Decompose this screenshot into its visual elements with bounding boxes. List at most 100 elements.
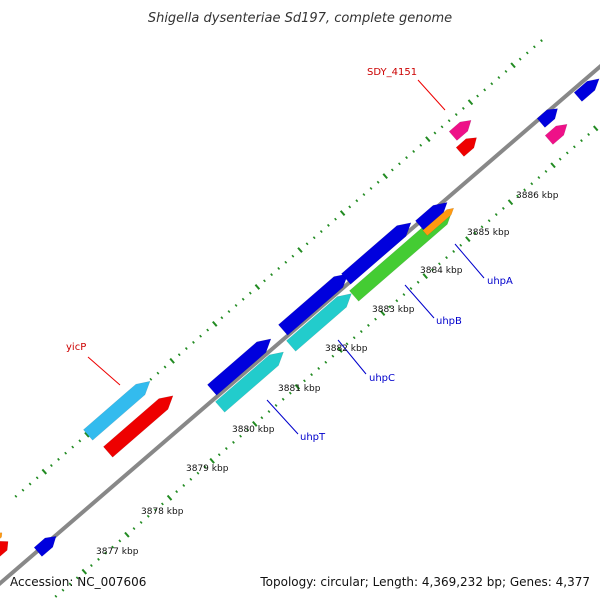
tick-mark xyxy=(324,360,328,364)
tick-mark xyxy=(232,440,235,444)
tick-mark xyxy=(402,293,406,297)
tick-mark xyxy=(317,367,321,370)
tick-mark xyxy=(480,225,484,229)
tick-mark xyxy=(217,453,221,457)
tick-mark xyxy=(537,176,541,180)
tick-mark xyxy=(430,268,434,272)
gene-label-lines xyxy=(87,79,485,435)
tick-mark xyxy=(331,354,335,358)
tick-mark xyxy=(419,143,423,147)
tick-mark xyxy=(532,45,536,49)
tick-mark xyxy=(487,219,491,223)
tick-mark xyxy=(390,168,394,172)
tick-mark xyxy=(425,136,431,143)
gene-arrow-blue xyxy=(33,535,57,557)
tick-mark xyxy=(196,471,200,475)
tick-mark xyxy=(41,468,48,475)
kbp-label: 3882 kbp xyxy=(325,344,368,354)
tick-mark xyxy=(379,310,386,316)
tick-mark xyxy=(288,391,292,395)
tick-mark xyxy=(339,210,346,216)
tick-mark xyxy=(246,428,250,432)
label-line-sdy4151 xyxy=(417,79,446,111)
tick-mark xyxy=(64,451,68,455)
tick-mark xyxy=(81,568,88,575)
tick-mark xyxy=(234,303,238,307)
tick-mark xyxy=(465,236,471,243)
kbp-label: 3886 kbp xyxy=(516,191,559,201)
tick-mark xyxy=(366,323,370,327)
tick-mark xyxy=(163,365,167,369)
tick-mark xyxy=(156,371,160,375)
tick-mark xyxy=(263,279,266,283)
tick-mark xyxy=(227,310,231,314)
tick-mark xyxy=(49,464,53,467)
label-line-uhpa xyxy=(454,243,485,279)
tick-mark xyxy=(550,162,556,169)
label-line-yicp xyxy=(87,356,121,386)
tick-mark xyxy=(260,416,264,420)
gene-label-uhpa: uhpA xyxy=(487,276,513,287)
tick-mark xyxy=(291,254,295,258)
tick-mark xyxy=(175,490,179,494)
tick-mark xyxy=(438,262,441,266)
tick-mark xyxy=(398,162,401,166)
tick-mark xyxy=(267,410,271,414)
tick-mark xyxy=(507,199,514,206)
tick-mark xyxy=(248,291,252,295)
gene-arrow-blue xyxy=(341,222,412,285)
tick-mark xyxy=(61,588,65,592)
tick-mark xyxy=(166,494,173,501)
tick-mark xyxy=(540,39,543,43)
tick-mark xyxy=(395,299,399,303)
tick-mark xyxy=(71,445,75,449)
tick-mark xyxy=(337,347,343,353)
tick-mark xyxy=(184,347,188,350)
tick-mark xyxy=(352,336,356,340)
tick-mark xyxy=(212,320,218,327)
tick-mark xyxy=(497,76,501,80)
tick-mark xyxy=(192,340,195,344)
tick-mark xyxy=(516,194,519,198)
gene-label-uhpt: uhpT xyxy=(300,432,326,443)
gene-arrow-red xyxy=(0,540,9,557)
tick-mark xyxy=(388,305,392,309)
tick-mark xyxy=(483,88,487,92)
tick-mark xyxy=(270,273,274,277)
tick-mark xyxy=(355,199,359,203)
tick-mark xyxy=(412,150,416,153)
tick-mark xyxy=(28,482,32,486)
tick-mark xyxy=(161,502,164,506)
tick-mark xyxy=(518,57,522,61)
tick-mark xyxy=(146,514,150,518)
tick-mark xyxy=(326,223,330,227)
tick-mark xyxy=(189,477,193,481)
genome-backbone xyxy=(0,63,600,587)
tick-mark xyxy=(334,217,337,221)
tick-mark xyxy=(149,377,153,381)
tick-mark xyxy=(312,236,316,240)
gene-arrow-red xyxy=(455,137,477,157)
gene-arrow-uhpc xyxy=(286,293,352,352)
tick-mark xyxy=(445,256,448,260)
gene-arrow-uhpt xyxy=(215,351,284,413)
tick-mark xyxy=(523,188,527,192)
gene-arrow-yicp-red xyxy=(103,395,174,458)
tick-mark xyxy=(254,284,261,290)
label-line-uhpt xyxy=(266,399,299,435)
tick-mark xyxy=(359,330,363,333)
tick-mark xyxy=(305,242,309,246)
kbp-label: 3885 kbp xyxy=(467,228,510,238)
tick-mark xyxy=(558,157,562,161)
tick-mark xyxy=(35,476,39,480)
tick-mark xyxy=(310,373,314,377)
tick-mark xyxy=(68,582,72,586)
gene-arrow-blue xyxy=(573,78,600,102)
kbp-label: 3883 kbp xyxy=(372,305,415,315)
tick-mark xyxy=(510,62,516,69)
kbp-label: 3877 kbp xyxy=(96,547,139,557)
tick-mark xyxy=(206,328,210,332)
genome-summary-text: Topology: circular; Length: 4,369,232 bp… xyxy=(259,575,590,589)
tick-mark xyxy=(440,125,444,129)
